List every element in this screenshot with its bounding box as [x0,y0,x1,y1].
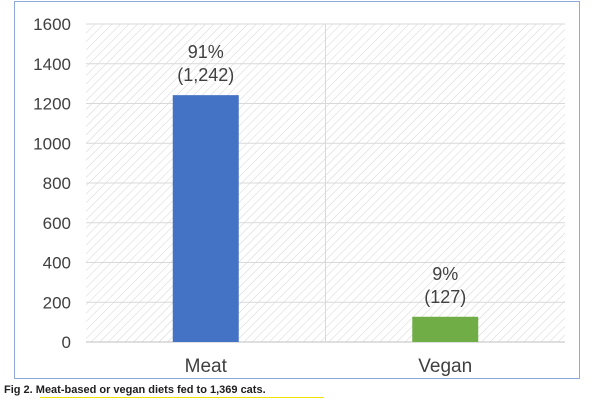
data-label-percent: 9% [432,264,458,284]
chart-frame: 0 200 400 600 800 1000 1200 1400 1600 91% (1,242)… [14,1,580,379]
x-category-label: Vegan [418,356,472,377]
y-tick-label: 800 [43,174,71,193]
y-tick-label: 200 [43,293,71,312]
caption-highlight-line [40,397,324,398]
bars [172,95,479,342]
y-tick-label: 1600 [33,15,71,34]
bar-vegan [412,316,479,342]
bar-meat [172,95,239,342]
data-label-count: (127) [424,287,466,307]
y-tick-label: 600 [43,214,71,233]
y-axis-ticks: 0 200 400 600 800 1000 1200 1400 1600 [33,15,71,352]
y-tick-label: 0 [62,333,71,352]
y-tick-label: 400 [43,254,71,273]
y-tick-label: 1000 [33,134,71,153]
data-labels: 91% (1,242) 9% (127) [177,42,466,307]
y-tick-label: 1200 [33,95,71,114]
gridlines [86,23,565,343]
y-tick-label: 1400 [33,55,71,74]
bar-chart: 0 200 400 600 800 1000 1200 1400 1600 91% (1,242)… [33,15,565,377]
x-category-label: Meat [185,356,228,377]
data-label-percent: 91% [188,42,224,62]
data-label-count: (1,242) [177,65,234,85]
figure-caption: Fig 2. Meat-based or vegan diets fed to … [4,384,266,396]
x-axis-categories: Meat Vegan [185,356,473,377]
